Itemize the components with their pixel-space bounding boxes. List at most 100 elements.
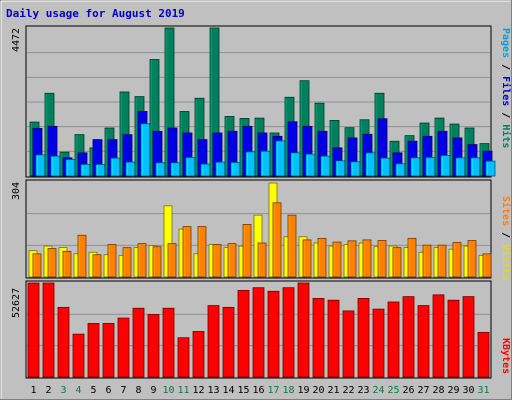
day-label: 19 (297, 385, 309, 396)
kbytes-bar (447, 299, 460, 378)
kbytes-bar (132, 307, 145, 378)
kbytes-bar (357, 298, 370, 378)
legend-part: Visits (500, 244, 512, 280)
pages-bar (395, 163, 406, 177)
kbytes-bar (162, 307, 175, 378)
pages-bar (65, 159, 76, 177)
legend-part: / (500, 106, 511, 124)
day-label: 29 (447, 385, 459, 396)
pages-bar (365, 152, 376, 177)
sites-bar (47, 248, 57, 278)
sites-bar (227, 243, 237, 278)
kbytes-bar (402, 296, 415, 378)
sites-bar (107, 244, 117, 278)
visits-ymax-label: 304 (11, 182, 22, 200)
pages-bar (440, 155, 451, 177)
sites-bar (92, 254, 102, 278)
sites-bar (257, 242, 267, 278)
legend-part: / (500, 226, 511, 244)
sites-bar (377, 240, 387, 278)
sites-bar (167, 243, 177, 278)
kbytes-bar (72, 333, 85, 378)
pages-bar (35, 154, 46, 177)
kbytes-bar (342, 310, 355, 378)
pages-bar (335, 160, 346, 177)
legend-part: Pages (500, 28, 511, 58)
day-label: 3 (60, 385, 66, 396)
day-label: 9 (150, 385, 156, 396)
sites-bar (422, 244, 432, 278)
kbytes-panel: 52627 KBytes (11, 280, 511, 379)
sites-bar (272, 202, 282, 278)
pages-bar (50, 155, 61, 177)
pages-bar (320, 155, 331, 177)
sites-bar (122, 247, 132, 278)
kbytes-bar (192, 331, 205, 378)
day-label: 7 (120, 385, 126, 396)
day-label: 30 (462, 385, 474, 396)
kbytes-bar (237, 289, 250, 378)
sites-bar (32, 253, 42, 278)
day-label: 8 (135, 385, 141, 396)
pages-bar (485, 160, 496, 177)
kbytes-bar (312, 298, 325, 378)
sites-bar (332, 241, 342, 278)
day-label: 12 (192, 385, 204, 396)
sites-bar (62, 250, 72, 278)
hits-ymax-label: 4472 (11, 28, 22, 52)
pages-bar (215, 161, 226, 177)
pages-bar (305, 153, 316, 177)
pages-bar (260, 150, 271, 177)
legend-part: Sites (500, 196, 512, 226)
kbytes-bar (267, 290, 280, 378)
kbytes-bar (207, 305, 220, 378)
kbytes-bar (387, 301, 400, 378)
day-label: 26 (402, 385, 414, 396)
day-label: 16 (252, 385, 264, 396)
kbytes-bar (372, 308, 385, 378)
legend-part: Files (500, 76, 512, 106)
sites-bar (152, 246, 162, 278)
day-label: 22 (342, 385, 354, 396)
day-labels: 1 2 3 4 5 6 7 8 9 10 11 12 13 14 15 16 17 18 19 20 21 22 23 24 2… (30, 385, 489, 396)
sites-bar (437, 244, 447, 278)
legend-part: KBytes (500, 338, 511, 374)
kbytes-bar (477, 331, 490, 378)
pages-bar (80, 164, 91, 177)
pages-bar (95, 164, 106, 177)
pages-bar (380, 157, 391, 177)
sites-bar (452, 241, 462, 278)
panel-bars (27, 282, 490, 378)
sites-bar (347, 240, 357, 278)
day-label: 4 (75, 385, 81, 396)
sites-bar (317, 237, 327, 278)
sites-bar (287, 214, 297, 278)
sites-bar (407, 237, 417, 278)
kbytes-bar (42, 282, 55, 378)
kbytes-bar (432, 294, 445, 378)
kbytes-bar (102, 323, 115, 378)
pages-bar (455, 157, 466, 177)
sites-bar (197, 226, 207, 278)
legend-part: Hits (500, 124, 512, 148)
panel-bars (28, 182, 492, 278)
day-label: 15 (237, 385, 249, 396)
kbytes-bar (327, 299, 340, 378)
day-label: 20 (312, 385, 324, 396)
kbytes-bar (252, 287, 265, 378)
kbytes-bar (57, 306, 70, 378)
pages-bar (170, 162, 181, 177)
kbytes-bar (177, 337, 190, 378)
day-label: 13 (207, 385, 219, 396)
day-label: 31 (477, 385, 489, 396)
sites-bar (392, 247, 402, 278)
kbytes-bar (87, 323, 100, 378)
kbytes-bar (462, 296, 475, 378)
sites-bar (77, 234, 87, 278)
pages-bar (470, 157, 481, 177)
day-label: 11 (177, 385, 189, 396)
pages-bar (110, 157, 121, 177)
pages-bar (185, 157, 196, 177)
day-label: 21 (327, 385, 339, 396)
sites-bar (242, 224, 252, 278)
